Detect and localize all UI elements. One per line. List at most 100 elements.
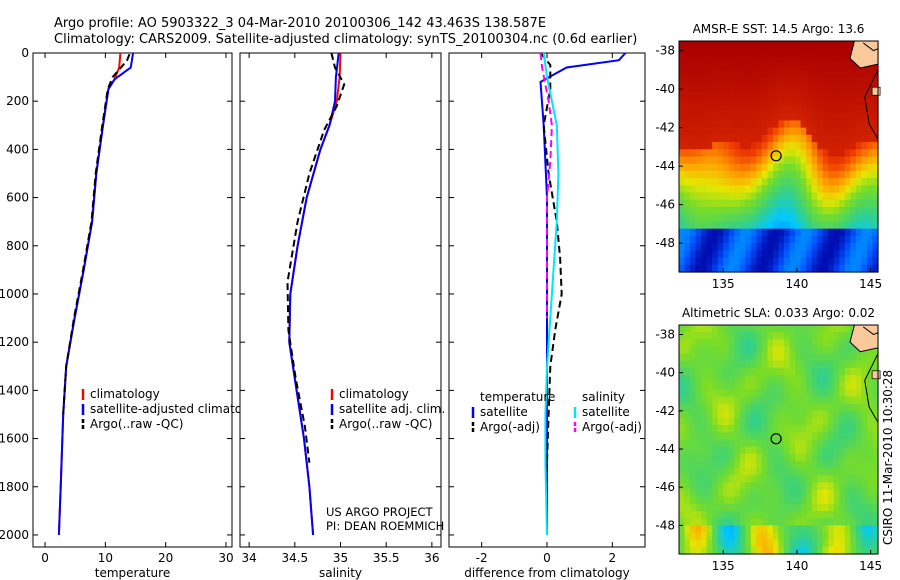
heatmap-cell	[811, 539, 818, 548]
heatmap-cell	[679, 77, 686, 85]
heatmap-cell	[828, 142, 835, 150]
heatmap-cell	[778, 453, 785, 462]
heatmap-cell	[811, 55, 818, 64]
heatmap-cell	[822, 134, 829, 143]
heatmap-cell	[872, 546, 879, 555]
heatmap-cell	[750, 346, 757, 355]
heatmap-cell	[712, 149, 719, 158]
heatmap-cell	[756, 532, 763, 541]
heatmap-cell	[833, 55, 840, 64]
heatmap-cell	[679, 264, 686, 273]
heatmap-cell	[778, 120, 785, 129]
heatmap-cell	[723, 511, 730, 519]
heatmap-cell	[684, 134, 691, 143]
heatmap-cell	[784, 192, 791, 201]
heatmap-cell	[806, 235, 813, 244]
heatmap-cell	[855, 382, 863, 391]
heatmap-cell	[839, 532, 846, 541]
heatmap-cell	[739, 41, 746, 49]
heatmap-cell	[728, 360, 735, 369]
heatmap-cell	[684, 178, 691, 186]
heatmap-cell	[690, 235, 697, 244]
heatmap-cell	[844, 446, 851, 455]
heatmap-cell	[778, 41, 785, 49]
heatmap-cell	[817, 346, 824, 355]
heatmap-cell	[789, 396, 796, 405]
heatmap-cell	[772, 396, 780, 405]
y-tick-label: 800	[6, 239, 29, 253]
heatmap-cell	[712, 475, 719, 484]
heatmap-cell	[706, 264, 713, 273]
heatmap-cell	[717, 250, 724, 259]
heatmap-cell	[795, 325, 802, 333]
heatmap-cell	[767, 453, 774, 462]
heatmap-cell	[706, 382, 713, 391]
heatmap-cell	[706, 389, 713, 398]
heatmap-cell	[795, 105, 802, 114]
heatmap-cell	[745, 142, 752, 150]
heatmap-cell	[872, 235, 879, 244]
heatmap-cell	[817, 389, 824, 398]
heatmap-cell	[822, 113, 829, 122]
heatmap-cell	[784, 62, 791, 71]
heatmap-cell	[739, 257, 746, 266]
heatmap-cell	[772, 221, 780, 230]
heatmap-cell	[745, 84, 752, 93]
heatmap-cell	[728, 453, 735, 462]
heatmap-cell	[784, 410, 791, 419]
heatmap-cell	[839, 511, 846, 519]
heatmap-cell	[861, 105, 868, 114]
heatmap-cell	[855, 235, 863, 244]
heatmap-cell	[750, 91, 757, 100]
heatmap-cell	[828, 214, 835, 223]
heatmap-cell	[679, 432, 686, 441]
heatmap-cell	[739, 489, 746, 498]
heatmap-cell	[712, 418, 719, 426]
heatmap-cell	[767, 264, 774, 273]
heatmap-cell	[789, 192, 796, 201]
heatmap-cell	[850, 199, 857, 208]
heatmap-cell	[734, 446, 741, 455]
heatmap-cell	[728, 446, 735, 455]
heatmap-cell	[734, 425, 741, 433]
heatmap-cell	[806, 460, 813, 469]
heatmap-cell	[723, 475, 730, 484]
heatmap-cell	[756, 41, 763, 49]
heatmap-cell	[772, 425, 780, 433]
heatmap-cell	[739, 339, 746, 348]
heatmap-cell	[850, 496, 857, 505]
heatmap-cell	[866, 235, 874, 244]
heatmap-cell	[679, 48, 686, 57]
heatmap-cell	[712, 257, 719, 266]
heatmap-cell	[695, 62, 702, 71]
heatmap-cell	[767, 360, 774, 369]
island	[871, 86, 881, 96]
heatmap-cell	[712, 214, 719, 223]
heatmap-cell	[684, 353, 691, 362]
heatmap-cell	[695, 142, 702, 150]
heatmap-cell	[739, 482, 746, 491]
heatmap-cell	[822, 250, 829, 259]
heatmap-cell	[679, 539, 686, 548]
heatmap-cell	[784, 360, 791, 369]
heatmap-cell	[734, 339, 741, 348]
heatmap-cell	[734, 539, 741, 548]
heatmap-cell	[767, 192, 774, 201]
heatmap-cell	[778, 105, 785, 114]
heatmap-cell	[745, 532, 752, 541]
heatmap-cell	[866, 367, 874, 376]
heatmap-cell	[739, 127, 746, 136]
coastline	[862, 42, 879, 52]
heatmap-cell	[690, 228, 697, 237]
heatmap-cell	[828, 199, 835, 208]
heatmap-cell	[872, 98, 879, 107]
heatmap-cell	[684, 439, 691, 448]
heatmap-cell	[745, 55, 752, 64]
heatmap-cell	[701, 185, 708, 194]
heatmap-cell	[739, 178, 746, 186]
heatmap-cell	[701, 410, 708, 419]
heatmap-cell	[739, 199, 746, 208]
heatmap-cell	[679, 353, 686, 362]
heatmap-cell	[839, 446, 846, 455]
